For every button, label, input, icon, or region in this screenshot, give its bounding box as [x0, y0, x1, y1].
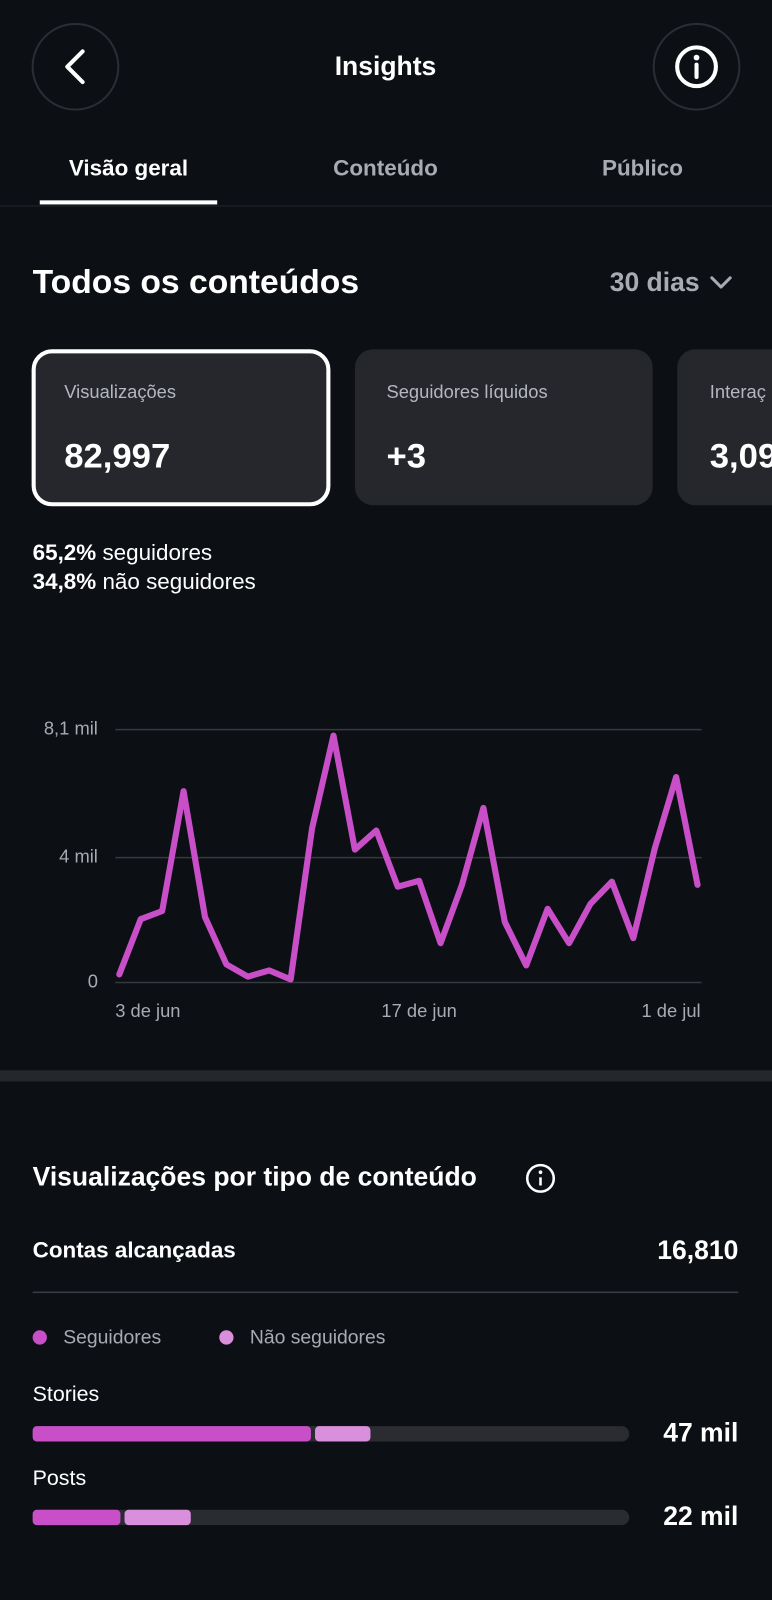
y-tick-label: 4 mil	[59, 845, 98, 866]
y-tick-label: 0	[88, 970, 98, 991]
bar-total: 47 mil	[663, 1417, 738, 1447]
tab[interactable]: Visão geral	[69, 156, 188, 181]
y-tick-label: 8,1 mil	[44, 717, 98, 738]
card[interactable]	[677, 349, 772, 506]
info-icon[interactable]	[525, 1163, 556, 1193]
bar-segment	[315, 1426, 371, 1442]
bar-segment	[32, 1509, 121, 1526]
info-dot	[538, 1170, 543, 1175]
period-selector[interactable]: 30 dias	[610, 267, 732, 297]
split-line: 34,8% não seguidores	[33, 569, 256, 594]
divider	[32, 1291, 739, 1294]
x-tick-label: 17 de jun	[381, 1000, 456, 1021]
tab[interactable]: Conteúdo	[333, 156, 438, 181]
split-line: 65,2% seguidores	[33, 540, 213, 565]
tab-indicator	[39, 200, 218, 205]
split-percent: 34,8%	[33, 569, 97, 594]
period: 30 dias	[610, 267, 700, 297]
tab-divider	[0, 205, 772, 207]
back-circle	[31, 22, 120, 111]
card-label: Seguidores líquidos	[387, 381, 548, 402]
split-percent: 65,2%	[33, 540, 97, 565]
split-label: seguidores	[102, 540, 212, 565]
line-series	[116, 732, 701, 983]
bar-track	[32, 1509, 630, 1526]
x-tick-label: 1 de jul	[641, 1000, 700, 1021]
tab[interactable]: Público	[602, 156, 683, 181]
legend-label: Seguidores	[63, 1327, 161, 1349]
legend-dot	[32, 1330, 47, 1345]
category-label: Stories	[33, 1382, 100, 1406]
page-title: Insights	[335, 51, 437, 81]
card[interactable]	[31, 349, 331, 507]
card-value: +3	[387, 438, 427, 476]
reach-value: 16,810	[657, 1235, 738, 1265]
info-button[interactable]	[652, 22, 741, 111]
chevron	[710, 276, 732, 289]
category-label: Posts	[33, 1466, 87, 1490]
info-icon	[675, 45, 718, 89]
info-circle	[525, 1163, 556, 1193]
info-dot	[693, 54, 700, 61]
back-button[interactable]	[31, 22, 120, 111]
section-separator	[0, 1070, 772, 1082]
legend-label: Não seguidores	[250, 1327, 386, 1349]
split-label: não seguidores	[102, 569, 255, 594]
legend-dot	[219, 1330, 234, 1345]
section-title: Todos os conteúdos	[33, 264, 359, 301]
section-title: Visualizações por tipo de conteúdo	[33, 1161, 477, 1191]
x-tick-label: 3 de jun	[115, 1000, 180, 1021]
card-label: Interaç	[710, 381, 766, 402]
card[interactable]	[354, 349, 653, 506]
card-label: Visualizações	[64, 381, 176, 402]
bar-segment	[124, 1509, 191, 1526]
bar-total: 22 mil	[663, 1501, 738, 1531]
back-icon	[65, 49, 85, 85]
bar-segment	[32, 1426, 311, 1442]
reach-label: Contas alcançadas	[33, 1238, 236, 1263]
card-value: 82,997	[64, 438, 170, 476]
card-value: 3,09	[710, 438, 772, 476]
